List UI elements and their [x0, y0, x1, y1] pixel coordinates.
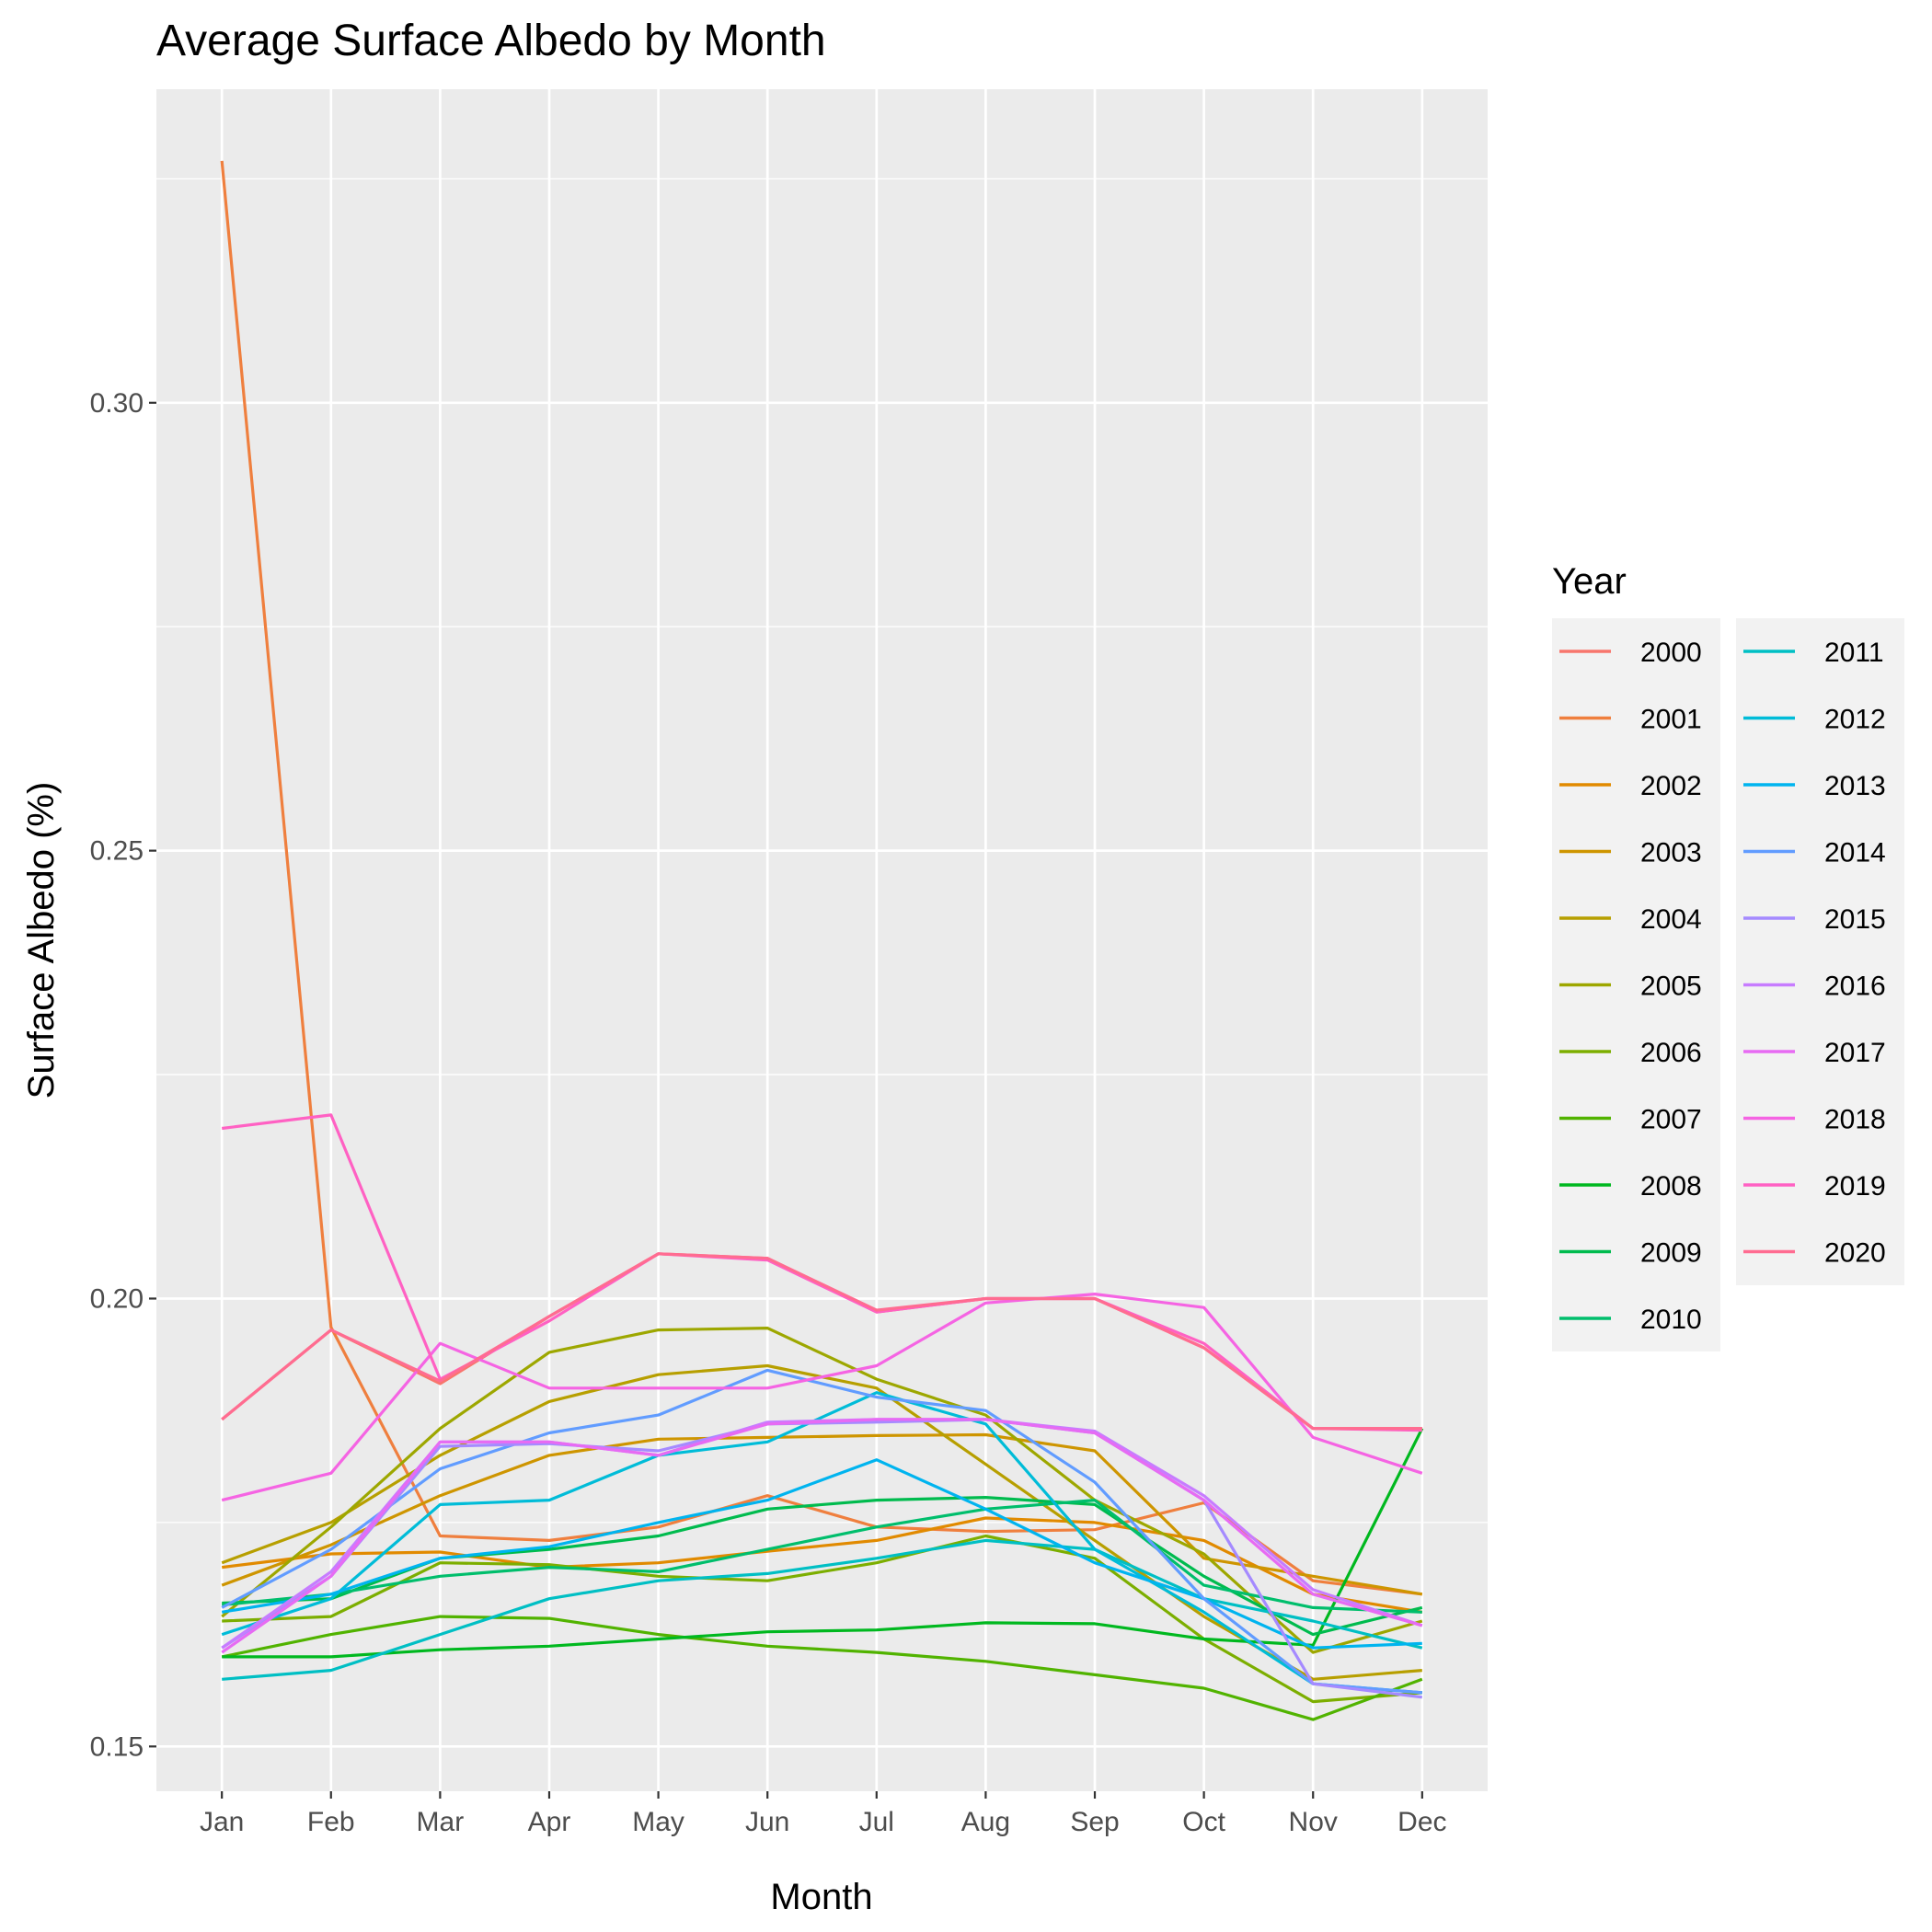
x-tick-label: Oct: [1182, 1807, 1225, 1837]
y-tick-label: 0.15: [90, 1731, 144, 1762]
legend-item: 2009: [1559, 1238, 1702, 1269]
legend-label: 2019: [1824, 1171, 1886, 1202]
x-tick-label: Mar: [417, 1807, 465, 1837]
y-axis-title: Surface Albedo (%): [21, 782, 62, 1099]
legend-label: 2013: [1824, 771, 1886, 801]
legend-item: 2003: [1559, 838, 1702, 868]
legend-label: 2001: [1640, 705, 1702, 735]
legend-label: 2011: [1824, 638, 1884, 668]
series-line-2013: [221, 1458, 1422, 1650]
legend-label: 2008: [1640, 1171, 1702, 1202]
legend-item: 2002: [1559, 771, 1702, 801]
legend-label: 2006: [1640, 1038, 1702, 1068]
legend-item: 2018: [1743, 1105, 1886, 1135]
x-axis-title: Month: [770, 1877, 872, 1917]
legend-item: 2019: [1743, 1171, 1886, 1202]
series-line-2003: [221, 1432, 1423, 1596]
legend-label: 2007: [1640, 1105, 1702, 1135]
x-tick-label: Jul: [859, 1807, 894, 1837]
y-tick-label: 0.25: [90, 836, 144, 867]
series-line-2014: [221, 1368, 1422, 1695]
series-line-2010: [222, 1498, 1422, 1614]
y-tick-label: 0.20: [90, 1283, 144, 1314]
x-tick-label: Nov: [1289, 1807, 1338, 1837]
legend-item: 2007: [1559, 1105, 1702, 1135]
legend-item: 2017: [1743, 1038, 1886, 1068]
legend-label: 2000: [1640, 638, 1702, 668]
legend-label: 2018: [1824, 1105, 1886, 1135]
legend-item: 2013: [1743, 771, 1886, 801]
legend-title: Year: [1552, 561, 1627, 602]
legend: Year 2000 2001 2002 2003 2004 2005 2006 2007 200…: [1552, 561, 1904, 1351]
y-axis: 0.15 0.20 0.25 0.30: [90, 388, 156, 1762]
legend-item: 2016: [1743, 972, 1886, 1002]
x-tick-label: Aug: [961, 1807, 1010, 1837]
series-line-2008: [222, 1427, 1424, 1659]
legend-label: 2005: [1640, 972, 1702, 1002]
legend-item: 2005: [1559, 972, 1702, 1002]
legend-label: 2002: [1640, 771, 1702, 801]
legend-label: 2016: [1824, 972, 1886, 1002]
series-line-2017: [221, 1418, 1423, 1654]
legend-label: 2009: [1640, 1238, 1702, 1269]
legend-item: 2010: [1559, 1305, 1702, 1335]
legend-item: 2014: [1743, 838, 1886, 868]
x-tick-label: Feb: [307, 1807, 355, 1837]
series-line-2020: [221, 1252, 1422, 1431]
series-line-2005: [221, 1326, 1423, 1654]
legend-item: 2011: [1743, 638, 1884, 668]
legend-item: 2006: [1559, 1038, 1702, 1068]
legend-label: 2015: [1824, 904, 1886, 935]
legend-item: 2000: [1559, 638, 1702, 668]
legend-item: 2001: [1559, 705, 1702, 735]
legend-label: 2012: [1824, 705, 1886, 735]
series-lines: [220, 160, 1424, 1721]
series-line-2007: [221, 1615, 1423, 1721]
series-line-2011: [222, 1538, 1423, 1681]
x-tick-label: Dec: [1397, 1807, 1446, 1837]
legend-label: 2010: [1640, 1305, 1702, 1335]
x-tick-label: Sep: [1070, 1807, 1119, 1837]
series-line-2019: [222, 1113, 1422, 1432]
series-line-2002: [222, 1516, 1423, 1614]
legend-label: 2020: [1824, 1238, 1886, 1269]
legend-label: 2017: [1824, 1038, 1886, 1068]
legend-item: 2004: [1559, 904, 1702, 935]
legend-item: 2012: [1743, 705, 1886, 735]
plot-panel: [156, 89, 1488, 1791]
major-gridlines: [156, 89, 1488, 1791]
legend-item: 2020: [1743, 1238, 1886, 1269]
x-tick-label: May: [632, 1807, 684, 1837]
x-tick-label: Apr: [528, 1807, 571, 1837]
legend-label: 2003: [1640, 838, 1702, 868]
legend-label: 2004: [1640, 904, 1702, 935]
y-tick-label: 0.30: [90, 388, 144, 419]
legend-item: 2008: [1559, 1171, 1702, 1202]
x-tick-label: Jan: [200, 1807, 244, 1837]
series-line-2018: [221, 1292, 1423, 1502]
legend-item: 2015: [1743, 904, 1886, 935]
legend-label: 2014: [1824, 838, 1886, 868]
legend-background-col2: [1736, 618, 1904, 1285]
series-line-2006: [222, 1534, 1422, 1704]
x-axis: Jan Feb Mar Apr May Jun Jul Aug Sep Oct Nov Dec: [200, 1791, 1447, 1837]
x-tick-label: Jun: [745, 1807, 789, 1837]
series-line-2012: [221, 1391, 1422, 1695]
chart-title: Average Surface Albedo by Month: [156, 17, 826, 65]
minor-gridlines: [156, 178, 1488, 1524]
